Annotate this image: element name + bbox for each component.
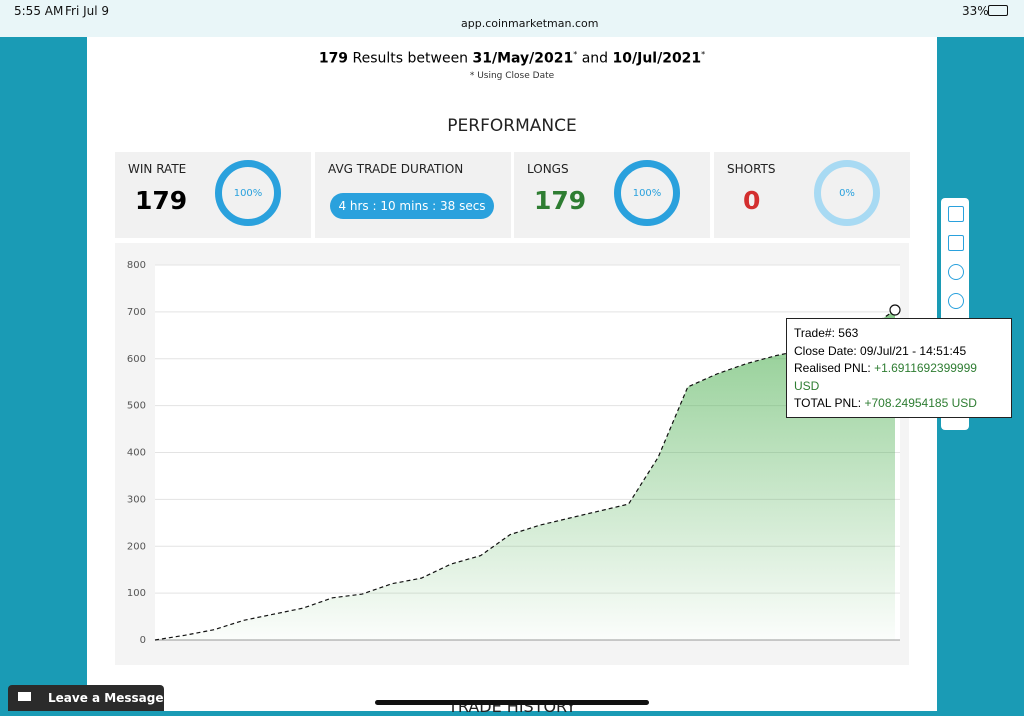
section-title: PERFORMANCE xyxy=(447,116,577,136)
tooltip-label: Close Date: xyxy=(794,343,857,358)
time: 5:55 AM xyxy=(14,4,64,18)
y-tick-label: 500 xyxy=(127,401,146,412)
tooltip-label: Realised PNL: xyxy=(794,361,871,375)
tool-icon[interactable] xyxy=(948,293,964,309)
tooltip-value: 563 xyxy=(838,326,859,340)
y-tick-label: 100 xyxy=(127,588,146,599)
star: * xyxy=(573,50,578,59)
card: SHORTS 0 0% xyxy=(714,152,910,238)
ring: 0% xyxy=(814,160,880,226)
hover-point xyxy=(889,304,901,316)
end: 10/Jul/2021 xyxy=(612,50,702,67)
card-label: SHORTS xyxy=(727,162,776,176)
y-tick-label: 300 xyxy=(127,494,146,505)
tooltip-value: +708.24954185 USD xyxy=(864,396,977,410)
card-label: AVG TRADE DURATION xyxy=(328,162,464,176)
tooltip-value: 09/Jul/21 - 14:51:45 xyxy=(860,343,967,358)
y-tick-label: 600 xyxy=(127,354,146,365)
card-value: 0 xyxy=(743,186,761,215)
tooltip-value: +1.6911692399999 USD xyxy=(794,361,977,393)
ring: 100% xyxy=(215,160,281,226)
note: * Using Close Date xyxy=(469,71,555,81)
start: 31/May/2021 xyxy=(472,50,574,67)
tooltip-label: TOTAL PNL: xyxy=(794,396,862,410)
battery: 33% xyxy=(962,4,989,18)
url[interactable]: app.coinmarketman.com xyxy=(461,17,599,30)
tooltip: Trade#: 563 Close Date: 09/Jul/21 - 14:5… xyxy=(786,318,1012,418)
ring: 100% xyxy=(614,160,680,226)
chat-button[interactable]: Leave a Message xyxy=(8,685,164,711)
chat-label: Leave a Message xyxy=(48,691,164,705)
results-line: 179 Results between 31/May/2021* and 10/… xyxy=(87,50,937,67)
mail-icon xyxy=(18,692,31,701)
duration-pill: 4 hrs : 10 mins : 38 secs xyxy=(330,193,494,219)
card: AVG TRADE DURATION 4 hrs : 10 mins : 38 … xyxy=(315,152,511,238)
y-tick-label: 700 xyxy=(127,307,146,318)
and: and xyxy=(581,50,609,67)
status-bar: 5:55 AM Fri Jul 9 app.coinmarketman.com … xyxy=(0,0,1024,37)
text: Results between xyxy=(352,50,469,67)
card-label: WIN RATE xyxy=(128,162,187,176)
battery-icon xyxy=(988,5,1008,16)
y-tick-label: 0 xyxy=(140,635,146,646)
star: * xyxy=(701,50,706,59)
card-value: 179 xyxy=(534,186,587,215)
y-tick-label: 200 xyxy=(127,541,146,552)
home-indicator xyxy=(375,700,649,705)
line xyxy=(154,309,896,641)
tool-icon[interactable] xyxy=(948,235,964,251)
card: LONGS 179 100% xyxy=(514,152,710,238)
card-value: 179 xyxy=(135,186,188,215)
date: Fri Jul 9 xyxy=(65,4,110,18)
area xyxy=(155,310,895,640)
card: WIN RATE 179 100% xyxy=(115,152,311,238)
tool-icon[interactable] xyxy=(948,206,964,222)
y-tick-label: 800 xyxy=(127,260,146,271)
chart: 0 100 200 300 400 500 600 700 800 xyxy=(115,243,909,665)
tool-icon[interactable] xyxy=(948,264,964,280)
tooltip-label: Trade#: xyxy=(794,326,835,340)
card-label: LONGS xyxy=(527,162,569,176)
count: 179 xyxy=(318,50,349,67)
y-tick-label: 400 xyxy=(127,448,146,459)
